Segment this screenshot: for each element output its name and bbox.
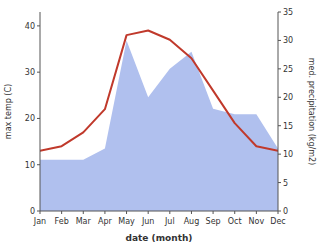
plot-area — [40, 31, 278, 211]
y2-tick — [278, 182, 281, 183]
y2-axis-line — [278, 12, 279, 211]
y2-tick — [278, 125, 281, 126]
y-tick — [37, 164, 40, 165]
x-tick-label: Apr — [98, 217, 113, 226]
y2-tick — [278, 12, 281, 13]
y-tick-label: 40 — [25, 22, 35, 31]
x-tick — [104, 211, 105, 214]
x-tick — [126, 211, 127, 214]
y-tick-label: 10 — [25, 161, 35, 170]
x-tick-label: Dec — [270, 217, 285, 226]
x-tick — [256, 211, 257, 214]
y2-tick — [278, 68, 281, 69]
y2-tick-label: 25 — [283, 65, 293, 74]
y2-tick-label: 15 — [283, 122, 293, 131]
x-tick — [191, 211, 192, 214]
chart: JanFebMarAprMayJunJulAugSepOctNovDec0102… — [0, 0, 318, 247]
y-tick — [37, 25, 40, 26]
x-tick-label: Aug — [184, 217, 200, 226]
y2-axis-label: med. precipitation (kg/m2) — [307, 58, 316, 165]
y-tick — [37, 118, 40, 119]
x-tick — [148, 211, 149, 214]
x-axis-line — [40, 211, 278, 212]
y2-tick — [278, 97, 281, 98]
y2-tick-label: 20 — [283, 93, 293, 102]
y2-tick — [278, 154, 281, 155]
x-tick — [169, 211, 170, 214]
y-axis-label: max temp (C) — [4, 84, 13, 139]
x-axis-label: date (month) — [126, 233, 193, 243]
area — [40, 40, 278, 211]
y2-tick-label: 35 — [283, 8, 293, 17]
x-tick-label: Jul — [164, 217, 175, 226]
x-tick — [83, 211, 84, 214]
x-tick — [234, 211, 235, 214]
x-tick-label: Nov — [249, 217, 265, 226]
y-tick-label: 20 — [25, 114, 35, 123]
x-tick-label: Oct — [228, 217, 242, 226]
y-tick-label: 30 — [25, 68, 35, 77]
y2-tick-label: 10 — [283, 150, 293, 159]
x-tick-label: Jan — [33, 217, 46, 226]
y2-tick-label: 30 — [283, 36, 293, 45]
y2-tick-label: 0 — [283, 207, 288, 216]
y-tick — [37, 72, 40, 73]
x-tick — [61, 211, 62, 214]
x-tick-label: Mar — [76, 217, 92, 226]
x-tick-label: Sep — [206, 217, 221, 226]
x-tick — [213, 211, 214, 214]
y2-tick-label: 5 — [283, 179, 288, 188]
x-tick-label: Feb — [55, 217, 69, 226]
y-axis-line — [40, 12, 41, 211]
y-tick — [37, 211, 40, 212]
y2-tick — [278, 40, 281, 41]
y2-tick — [278, 211, 281, 212]
y-tick-label: 0 — [30, 207, 35, 216]
x-tick-label: May — [118, 217, 135, 226]
line — [40, 31, 278, 151]
x-tick-label: Jun — [141, 217, 155, 226]
